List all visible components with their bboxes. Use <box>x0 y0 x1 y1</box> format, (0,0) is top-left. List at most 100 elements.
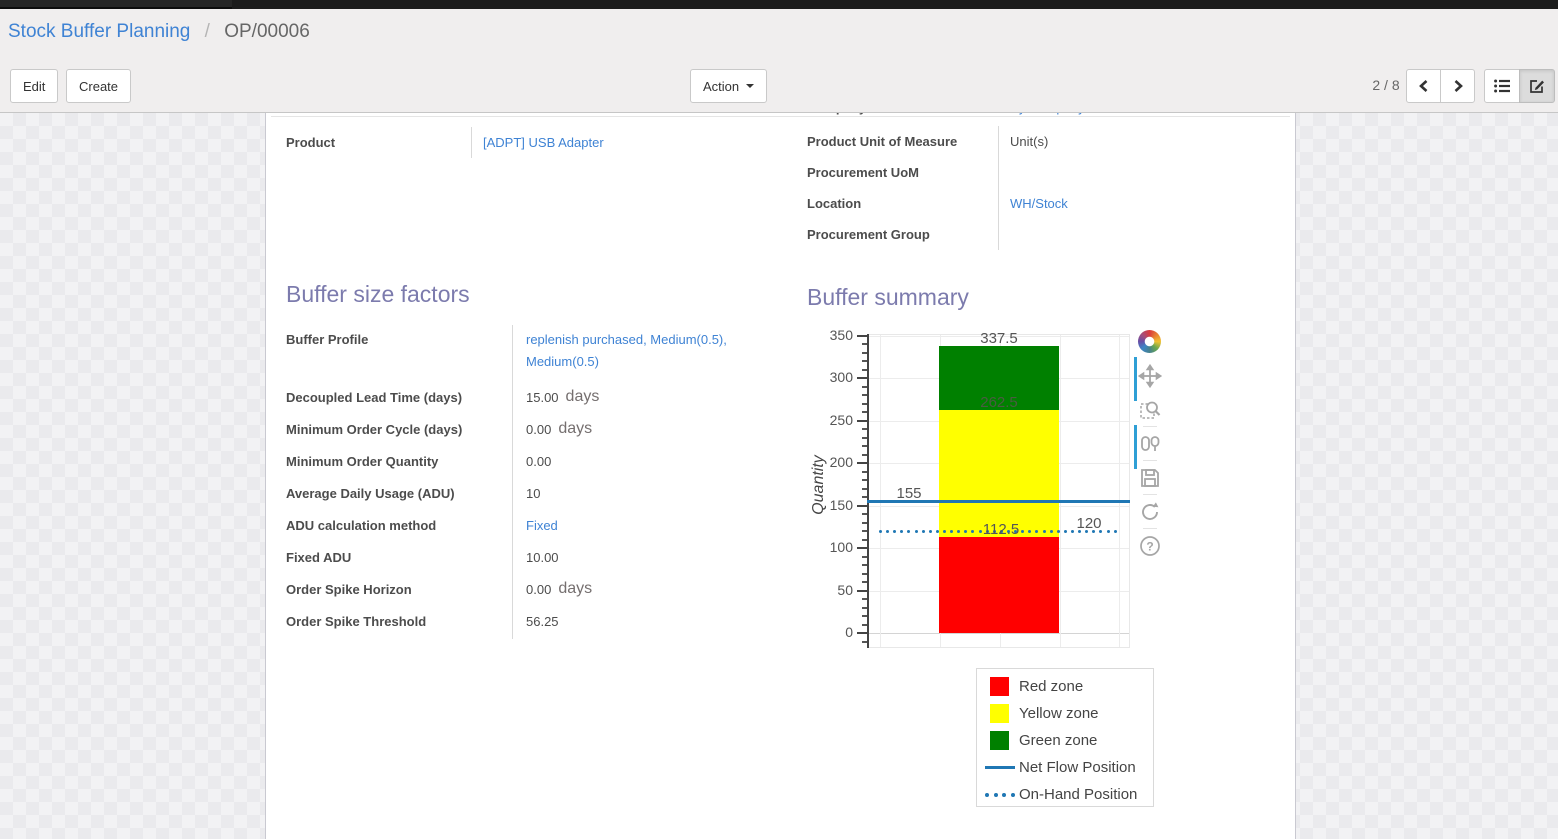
y-axis-tick <box>857 334 867 337</box>
chevron-right-icon <box>1454 80 1463 92</box>
form-view-icon <box>1530 80 1544 93</box>
field-label: Procurement UoM <box>807 165 919 180</box>
buffer-summary-title: Buffer summary <box>807 284 969 310</box>
field-label: Procurement Group <box>807 227 930 242</box>
y-axis-minor-tick <box>862 598 867 600</box>
factor-label: Order Spike Horizon <box>286 582 412 597</box>
on-hand-position-line[interactable] <box>879 529 1117 533</box>
modebar-help-icon[interactable]: ? <box>1138 534 1162 558</box>
y-axis-tick-label: 200 <box>829 454 853 470</box>
pager-buttons <box>1406 69 1475 103</box>
legend-swatch-line <box>985 766 1015 769</box>
y-axis-minor-tick <box>862 402 867 405</box>
factor-value[interactable]: Fixed <box>526 518 558 533</box>
dot <box>1063 529 1067 533</box>
breadcrumb-parent-link[interactable]: Stock Buffer Planning <box>8 21 191 42</box>
dot <box>1006 529 1010 533</box>
field-row: Location WH/Stock <box>807 188 1287 219</box>
net-flow-position-line[interactable] <box>867 499 1130 503</box>
y-axis-minor-tick <box>862 606 867 609</box>
factor-unit-suffix: days <box>558 580 593 597</box>
legend-item[interactable]: Green zone <box>977 727 1153 754</box>
gridline-h <box>867 335 1130 337</box>
legend-label: On-Hand Position <box>1019 786 1138 803</box>
edit-button[interactable]: Edit <box>10 69 59 103</box>
pager-next-button[interactable] <box>1440 69 1475 103</box>
y-axis-minor-tick <box>862 394 867 396</box>
dot <box>893 529 897 533</box>
field-group-left: Product [ADPT] USB Adapter <box>286 127 796 158</box>
y-axis-tick <box>857 589 867 592</box>
modebar-save-icon[interactable] <box>1138 466 1162 490</box>
gridline-v <box>1119 334 1120 648</box>
modebar-separator <box>1143 460 1157 461</box>
chart-legend: Red zone Yellow zone Green zone Net Flow Po… <box>976 668 1154 807</box>
factor-label: Order Spike Threshold <box>286 614 427 629</box>
top-navbar-menu-strip[interactable] <box>0 0 232 9</box>
factor-value: 0.00 <box>526 582 552 597</box>
view-switcher <box>1484 69 1555 103</box>
factor-row: Order Spike Horizon 0.00 days <box>286 575 791 607</box>
dot <box>935 529 939 533</box>
legend-item[interactable]: On-Hand Position <box>977 781 1153 808</box>
zone-green-zone[interactable] <box>939 346 1059 410</box>
action-dropdown-button[interactable]: Action <box>690 69 768 103</box>
view-switcher-form-button[interactable] <box>1519 69 1555 103</box>
breadcrumb: Stock Buffer Planning / OP/00006 <box>8 21 310 43</box>
factor-row: Fixed ADU 10.00 <box>286 543 791 575</box>
dot <box>928 529 932 533</box>
control-panel: Stock Buffer Planning / OP/00006 Edit Cr… <box>0 9 1558 113</box>
view-switcher-list-button[interactable] <box>1484 69 1520 103</box>
company-field-value[interactable]: My Company <box>1008 113 1085 115</box>
y-axis-tick <box>857 504 867 507</box>
legend-item[interactable]: Net Flow Position <box>977 754 1153 781</box>
field-value <box>998 219 1287 250</box>
modebar-pan-icon[interactable] <box>1137 363 1163 389</box>
dot <box>1085 529 1089 533</box>
dot <box>921 529 925 533</box>
factor-value-cell: 0.00 <box>512 447 791 479</box>
buffer-summary-chart: 0 50 100 150 200 250 300 350 Quantity 337.5 262.5 1… <box>801 325 1146 665</box>
factor-value: 0.00 <box>526 422 552 437</box>
factor-value-cell: 0.00 days <box>512 415 791 447</box>
field-value[interactable]: [ADPT] USB Adapter <box>471 127 796 158</box>
dot <box>1092 529 1096 533</box>
factor-value[interactable]: replenish purchased, Medium(0.5), Medium… <box>526 332 727 369</box>
y-axis-tick-label: 150 <box>829 496 853 513</box>
chart-annotation: 112.5 <box>982 521 1020 539</box>
modebar-plotly-logo[interactable] <box>1138 330 1162 354</box>
create-button[interactable]: Create <box>66 69 132 103</box>
modebar-separator <box>1143 426 1157 427</box>
field-row: Procurement UoM <box>807 157 1287 188</box>
buffer-size-factors-title: Buffer size factors <box>286 281 470 307</box>
legend-label: Yellow zone <box>1019 705 1099 722</box>
dot <box>971 529 975 533</box>
y-axis-minor-tick <box>862 368 867 371</box>
y-axis-minor-tick <box>862 487 867 490</box>
content-area: Company My Company Product [ADPT] USB Ada… <box>0 113 1558 839</box>
pager-previous-button[interactable] <box>1406 69 1441 103</box>
zone-red-zone[interactable] <box>939 537 1059 633</box>
legend-label: Net Flow Position <box>1019 759 1136 776</box>
legend-swatch-square <box>990 704 1009 723</box>
modebar-compare-hover-icon[interactable] <box>1138 432 1162 456</box>
modebar-reset-axes-icon[interactable] <box>1138 500 1162 524</box>
y-axis-minor-tick <box>862 530 867 532</box>
factor-label: Fixed ADU <box>286 550 352 565</box>
legend-swatch-dotted <box>985 792 1015 797</box>
y-axis-minor-tick <box>862 572 867 575</box>
factor-label: Minimum Order Cycle (days) <box>286 422 463 437</box>
legend-item[interactable]: Yellow zone <box>977 700 1153 727</box>
clipped-company-row: Company My Company <box>266 113 1295 119</box>
field-value[interactable]: WH/Stock <box>998 188 1287 219</box>
dot <box>1049 529 1053 533</box>
modebar-zoom-box-icon[interactable] <box>1138 398 1162 422</box>
dot <box>950 529 954 533</box>
y-axis-minor-tick <box>862 521 867 524</box>
y-axis-minor-tick <box>862 564 867 566</box>
y-axis-minor-tick <box>862 445 867 447</box>
legend-item[interactable]: Red zone <box>977 673 1153 700</box>
factor-row: Buffer Profile replenish purchased, Mediu… <box>286 325 791 383</box>
legend-swatch-square <box>990 677 1009 696</box>
zone-yellow-zone[interactable] <box>939 409 1059 538</box>
